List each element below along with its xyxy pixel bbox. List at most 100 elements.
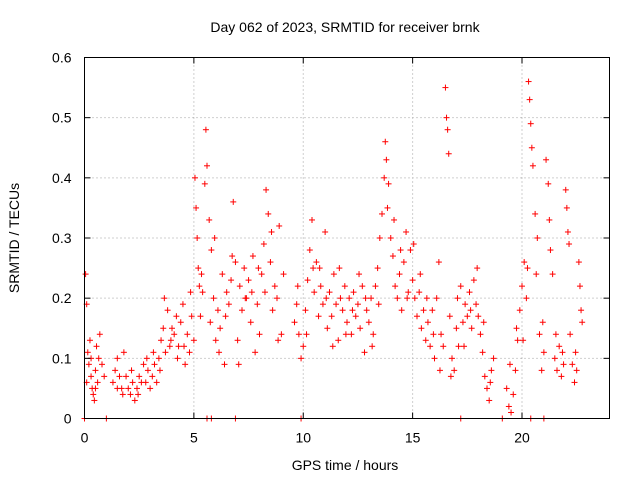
data-point <box>167 337 174 344</box>
data-point <box>109 379 116 386</box>
data-point <box>431 355 438 362</box>
data-point <box>442 84 449 91</box>
data-point <box>164 307 171 314</box>
data-point <box>527 120 534 127</box>
data-point <box>95 355 102 362</box>
data-point <box>525 78 532 85</box>
data-point <box>572 349 579 356</box>
data-point <box>566 241 573 248</box>
data-point <box>416 289 423 296</box>
data-point <box>556 343 563 350</box>
data-point <box>398 307 405 314</box>
data-point <box>551 355 558 362</box>
data-point <box>166 343 173 350</box>
data-point <box>248 289 255 296</box>
data-point <box>474 265 481 272</box>
data-point <box>529 162 536 169</box>
data-point <box>451 367 458 374</box>
data-point <box>375 301 382 308</box>
data-point <box>151 361 158 368</box>
data-point <box>418 325 425 332</box>
data-point <box>92 367 99 374</box>
data-point <box>311 289 318 296</box>
data-point <box>384 204 391 211</box>
data-point <box>486 397 493 404</box>
data-point <box>420 307 427 314</box>
data-point <box>155 355 162 362</box>
data-point <box>114 385 121 392</box>
data-point <box>319 301 326 308</box>
data-point <box>417 271 424 278</box>
data-point <box>540 349 547 356</box>
data-point <box>316 265 323 272</box>
data-point <box>348 331 355 338</box>
data-point <box>532 210 539 217</box>
plot-frame <box>84 57 610 419</box>
data-point <box>524 265 531 272</box>
y-tick-label: 0.1 <box>52 350 72 366</box>
data-point <box>91 397 98 404</box>
data-point <box>510 391 517 398</box>
data-point <box>304 277 311 284</box>
data-point <box>328 313 335 320</box>
data-point <box>440 343 447 350</box>
data-point <box>560 361 567 368</box>
data-point <box>142 379 149 386</box>
data-point <box>433 295 440 302</box>
data-point <box>505 403 512 410</box>
data-point <box>198 271 205 278</box>
data-point <box>567 331 574 338</box>
data-point <box>217 325 224 332</box>
data-point <box>352 313 359 320</box>
data-point <box>383 156 390 163</box>
data-point <box>245 277 252 284</box>
data-point <box>468 325 475 332</box>
y-tick-label: 0 <box>64 411 72 427</box>
x-tick-label: 10 <box>295 430 311 446</box>
data-point <box>488 367 495 374</box>
data-point <box>385 180 392 187</box>
data-point <box>392 283 399 290</box>
data-point <box>545 180 552 187</box>
data-point <box>564 228 571 235</box>
data-point <box>379 210 385 217</box>
data-point <box>268 228 275 235</box>
data-point <box>125 385 132 392</box>
data-point <box>369 343 376 350</box>
data-point <box>116 373 123 380</box>
data-point <box>424 319 431 326</box>
data-point <box>324 325 331 332</box>
data-point <box>528 144 535 151</box>
data-point <box>538 367 545 374</box>
data-point <box>521 259 528 266</box>
data-point <box>479 349 486 356</box>
data-point <box>229 253 236 260</box>
data-point <box>381 174 388 181</box>
data-point <box>447 373 454 380</box>
data-point <box>520 337 527 344</box>
data-point <box>92 385 99 392</box>
data-point <box>261 289 268 296</box>
data-point <box>294 283 301 290</box>
data-point <box>400 259 407 266</box>
x-axis-label: GPS time / hours <box>292 457 399 473</box>
data-point <box>123 373 130 380</box>
data-point <box>221 361 228 368</box>
data-point <box>187 289 194 296</box>
data-point <box>161 295 168 302</box>
data-point <box>214 307 221 314</box>
data-point <box>423 295 430 302</box>
data-point <box>303 331 310 338</box>
data-point <box>179 301 186 308</box>
data-point <box>313 259 320 266</box>
data-point <box>330 271 337 278</box>
data-point <box>514 337 521 344</box>
data-point <box>470 277 477 284</box>
data-point <box>543 156 550 163</box>
data-point <box>467 307 474 314</box>
data-point <box>526 96 533 103</box>
data-point <box>359 283 366 290</box>
data-point <box>101 373 108 380</box>
data-point <box>349 307 356 314</box>
data-point <box>575 259 582 266</box>
